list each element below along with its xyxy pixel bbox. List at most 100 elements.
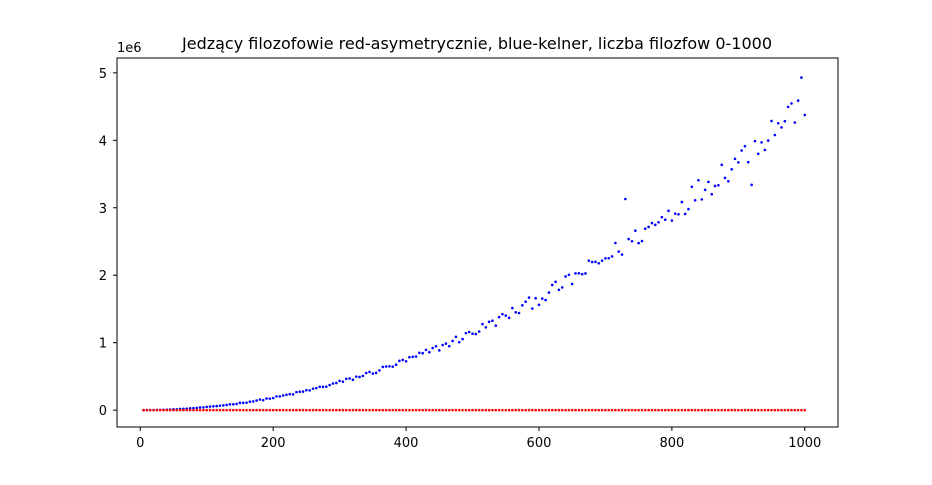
data-point-series-1 xyxy=(604,256,607,260)
data-point-series-1 xyxy=(351,378,355,382)
data-point-series-1 xyxy=(630,239,634,243)
data-point-series-2 xyxy=(218,408,222,412)
data-point-series-2 xyxy=(467,408,471,412)
data-point-series-2 xyxy=(178,408,182,412)
data-point-series-2 xyxy=(212,408,215,412)
data-point-series-1 xyxy=(670,219,674,222)
data-point-series-2 xyxy=(733,408,737,412)
x-tick-label: 1000 xyxy=(788,436,821,451)
data-point-series-1 xyxy=(743,144,747,148)
data-point-series-2 xyxy=(667,408,670,412)
data-point-series-2 xyxy=(567,408,571,412)
data-point-series-2 xyxy=(750,408,753,412)
data-point-series-2 xyxy=(231,408,235,412)
data-point-series-1 xyxy=(255,399,258,402)
data-point-series-1 xyxy=(707,180,710,184)
data-point-series-1 xyxy=(341,380,345,383)
data-point-series-1 xyxy=(477,330,481,333)
data-point-series-1 xyxy=(268,397,272,400)
data-point-series-2 xyxy=(607,408,611,412)
data-point-series-1 xyxy=(803,113,807,117)
data-point-series-1 xyxy=(723,176,727,180)
data-point-series-1 xyxy=(667,209,670,213)
data-point-series-2 xyxy=(547,408,551,412)
data-point-series-2 xyxy=(690,408,694,412)
data-point-series-2 xyxy=(673,408,677,412)
data-point-series-2 xyxy=(713,408,717,412)
data-point-series-1 xyxy=(305,388,308,392)
data-point-series-2 xyxy=(145,408,149,412)
data-point-series-2 xyxy=(428,408,431,412)
data-point-series-2 xyxy=(371,408,375,412)
data-point-series-2 xyxy=(142,408,145,412)
data-point-series-1 xyxy=(315,386,318,390)
data-point-series-2 xyxy=(746,408,750,412)
data-point-series-1 xyxy=(434,344,438,348)
data-point-series-1 xyxy=(763,148,767,152)
data-point-series-2 xyxy=(793,408,797,412)
data-point-series-2 xyxy=(158,408,162,412)
data-point-series-1 xyxy=(228,403,232,406)
x-tick-label: 800 xyxy=(659,436,684,451)
data-point-series-1 xyxy=(504,314,508,317)
data-point-series-1 xyxy=(773,133,777,137)
data-point-series-2 xyxy=(238,408,242,412)
data-point-series-2 xyxy=(301,408,305,412)
data-point-series-2 xyxy=(192,408,195,412)
data-point-series-2 xyxy=(717,408,720,412)
data-point-series-1 xyxy=(331,382,335,385)
data-point-series-2 xyxy=(680,408,684,412)
chart-title: Jedzący filozofowie red-asymetrycznie, b… xyxy=(181,34,772,53)
data-point-series-1 xyxy=(451,339,454,343)
data-point-series-2 xyxy=(707,408,710,412)
data-point-series-2 xyxy=(477,408,481,412)
data-point-series-2 xyxy=(687,408,690,412)
data-point-series-2 xyxy=(261,408,265,412)
data-point-series-2 xyxy=(424,408,428,412)
data-point-series-1 xyxy=(680,200,684,204)
data-point-series-1 xyxy=(624,197,627,201)
data-point-series-1 xyxy=(225,403,228,407)
data-point-series-1 xyxy=(202,406,205,409)
data-point-series-1 xyxy=(620,253,624,256)
data-point-series-2 xyxy=(225,408,228,412)
data-point-series-2 xyxy=(338,408,341,412)
data-point-series-1 xyxy=(494,324,498,327)
data-point-series-2 xyxy=(351,408,355,412)
data-point-series-2 xyxy=(271,408,275,412)
data-point-series-1 xyxy=(354,375,358,378)
data-point-series-2 xyxy=(182,408,185,412)
data-point-series-1 xyxy=(557,288,561,292)
data-point-series-1 xyxy=(325,385,328,388)
data-point-series-1 xyxy=(245,401,248,404)
data-point-series-1 xyxy=(607,256,611,260)
data-point-series-1 xyxy=(570,282,574,286)
data-point-series-1 xyxy=(760,141,763,144)
data-point-series-1 xyxy=(554,280,557,284)
data-point-series-2 xyxy=(487,408,491,412)
data-point-series-2 xyxy=(461,408,464,412)
data-point-series-2 xyxy=(760,408,763,412)
data-point-series-2 xyxy=(437,408,441,412)
data-point-series-1 xyxy=(600,259,604,262)
data-point-series-1 xyxy=(471,332,474,336)
data-point-series-1 xyxy=(690,185,694,189)
data-point-series-1 xyxy=(258,398,262,401)
data-point-series-1 xyxy=(358,375,361,379)
data-point-series-1 xyxy=(737,161,740,164)
data-point-series-1 xyxy=(567,273,571,277)
data-point-series-1 xyxy=(497,315,501,319)
x-tick-label: 400 xyxy=(394,436,419,451)
data-point-series-1 xyxy=(703,188,707,192)
data-point-series-1 xyxy=(474,332,478,336)
y-tick-label: 2 xyxy=(99,269,107,284)
data-point-series-1 xyxy=(776,121,780,125)
data-point-series-1 xyxy=(444,342,448,345)
data-point-series-1 xyxy=(786,105,790,109)
y-tick-label: 5 xyxy=(99,67,107,82)
data-point-series-2 xyxy=(364,408,368,412)
data-point-series-2 xyxy=(378,408,381,412)
data-point-series-1 xyxy=(212,405,215,408)
data-point-series-1 xyxy=(271,396,275,400)
data-point-series-2 xyxy=(723,408,727,412)
